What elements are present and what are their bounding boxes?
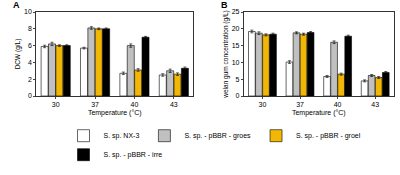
svg-text:2: 2 xyxy=(28,76,32,83)
svg-text:A: A xyxy=(13,0,20,10)
svg-text:S. sp. - pBBR - groel: S. sp. - pBBR - groel xyxy=(296,132,361,140)
svg-text:20: 20 xyxy=(232,25,240,32)
svg-text:10: 10 xyxy=(232,59,240,66)
svg-text:DCW (g/L): DCW (g/L) xyxy=(14,39,22,70)
svg-text:40: 40 xyxy=(131,101,139,108)
svg-text:welan gum concentration (g/L): welan gum concentration (g/L) xyxy=(222,10,230,98)
svg-text:S. sp. - pBBR - groes: S. sp. - pBBR - groes xyxy=(184,132,251,140)
svg-text:Temperature (°C): Temperature (°C) xyxy=(292,109,346,117)
svg-text:25: 25 xyxy=(232,8,240,15)
svg-text:0: 0 xyxy=(28,92,32,99)
svg-text:S. sp. - pBBR - irre: S. sp. - pBBR - irre xyxy=(104,151,163,159)
svg-text:10: 10 xyxy=(24,8,32,15)
svg-text:43: 43 xyxy=(371,101,379,108)
svg-text:30: 30 xyxy=(259,101,267,108)
svg-text:43: 43 xyxy=(170,101,178,108)
svg-text:15: 15 xyxy=(232,42,240,49)
svg-text:30: 30 xyxy=(52,101,60,108)
svg-text:Temperature (°C): Temperature (°C) xyxy=(88,109,142,117)
svg-text:37: 37 xyxy=(91,101,99,108)
svg-text:6: 6 xyxy=(28,42,32,49)
svg-text:37: 37 xyxy=(296,101,304,108)
svg-text:40: 40 xyxy=(334,101,342,108)
svg-text:5: 5 xyxy=(236,76,240,83)
svg-text:S. sp. NX-3: S. sp. NX-3 xyxy=(104,132,140,140)
svg-text:8: 8 xyxy=(28,25,32,32)
svg-text:4: 4 xyxy=(28,59,32,66)
svg-text:0: 0 xyxy=(236,92,240,99)
svg-text:B: B xyxy=(221,0,228,10)
